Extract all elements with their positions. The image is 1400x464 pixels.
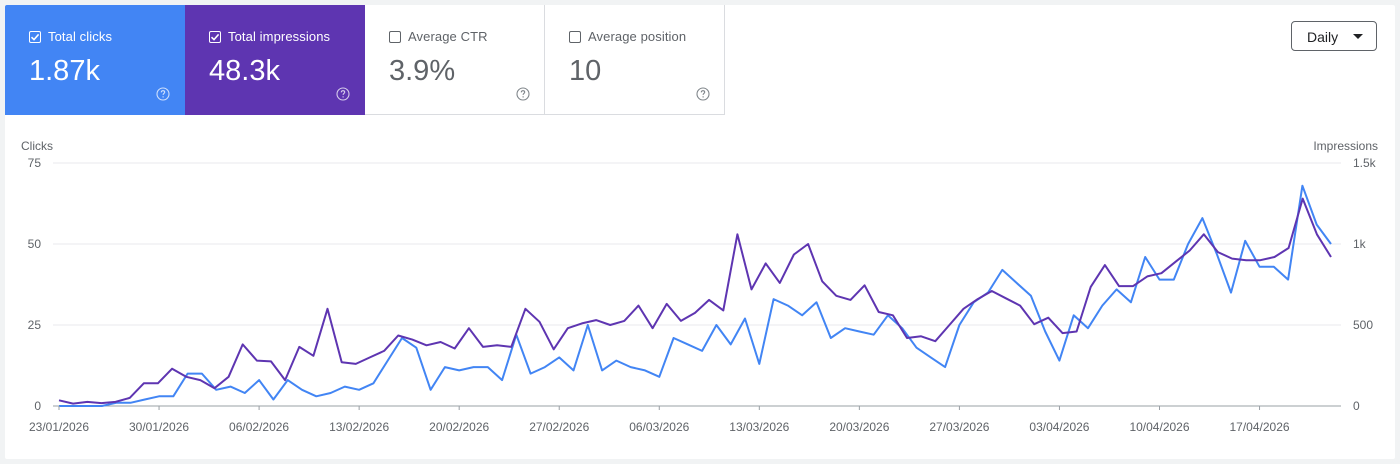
grid <box>53 162 1341 407</box>
x-tick-label: 17/04/2026 <box>1230 420 1290 434</box>
series-line-clicks <box>59 184 1332 407</box>
x-tick-label: 27/03/2026 <box>929 420 989 434</box>
y-right-tick-label: 500 <box>1353 318 1373 332</box>
metric-tile-clicks[interactable]: Total clicks 1.87k <box>5 5 185 115</box>
checkbox-checked-icon[interactable] <box>29 31 41 43</box>
checkbox-unchecked-icon[interactable] <box>389 31 401 43</box>
granularity-label: Daily <box>1307 29 1339 45</box>
x-tick-label: 06/02/2026 <box>229 420 289 434</box>
caret-down-icon <box>1353 34 1363 39</box>
x-tick-label: 13/02/2026 <box>329 420 389 434</box>
metric-label: Total impressions <box>228 29 331 44</box>
help-icon[interactable] <box>156 87 170 101</box>
y-right-tick-label: 0 <box>1353 399 1360 413</box>
x-tick-label: 10/04/2026 <box>1129 420 1189 434</box>
performance-chart: Clicks Impressions 0 0 25 500 50 1k 75 1.5k 23/0… <box>21 139 1378 434</box>
x-tick-label: 06/03/2026 <box>629 420 689 434</box>
series-line-impressions <box>58 197 1332 405</box>
help-icon[interactable] <box>516 87 530 101</box>
help-icon[interactable] <box>336 87 350 101</box>
y-left-axis-label: Clicks <box>21 139 53 153</box>
performance-card: Total clicks 1.87k Total impressions 48.… <box>5 5 1395 459</box>
metric-tile-impressions[interactable]: Total impressions 48.3k <box>185 5 365 115</box>
metric-label: Average position <box>588 29 687 44</box>
x-tick-label: 30/01/2026 <box>129 420 189 434</box>
axis-ticks: 0 0 25 500 50 1k 75 1.5k 23/01/2026 30/01/2026 06/… <box>28 156 1377 434</box>
metric-value: 1.87k <box>29 55 100 87</box>
metric-value: 10 <box>569 55 602 87</box>
metric-value: 3.9% <box>389 55 456 87</box>
checkbox-checked-icon[interactable] <box>209 31 221 43</box>
x-tick-label: 27/02/2026 <box>529 420 589 434</box>
metric-label: Average CTR <box>408 29 488 44</box>
y-right-axis-label: Impressions <box>1313 139 1378 153</box>
y-left-tick-label: 25 <box>28 318 42 332</box>
series-lines <box>58 184 1332 407</box>
y-left-tick-label: 75 <box>28 156 42 170</box>
metric-label: Total clicks <box>48 29 113 44</box>
y-right-tick-label: 1k <box>1353 237 1367 251</box>
granularity-dropdown[interactable]: Daily <box>1291 21 1377 51</box>
y-left-tick-label: 50 <box>28 237 42 251</box>
help-icon[interactable] <box>696 87 710 101</box>
y-right-tick-label: 1.5k <box>1353 156 1377 170</box>
metric-tile-position[interactable]: Average position 10 <box>545 5 725 115</box>
x-tick-label: 23/01/2026 <box>29 420 89 434</box>
metric-tile-ctr[interactable]: Average CTR 3.9% <box>365 5 545 115</box>
y-left-tick-label: 0 <box>34 399 41 413</box>
metric-value: 48.3k <box>209 55 280 87</box>
x-tick-label: 20/03/2026 <box>829 420 889 434</box>
x-tick-label: 20/02/2026 <box>429 420 489 434</box>
x-tick-label: 13/03/2026 <box>729 420 789 434</box>
checkbox-unchecked-icon[interactable] <box>569 31 581 43</box>
x-tick-label: 03/04/2026 <box>1029 420 1089 434</box>
